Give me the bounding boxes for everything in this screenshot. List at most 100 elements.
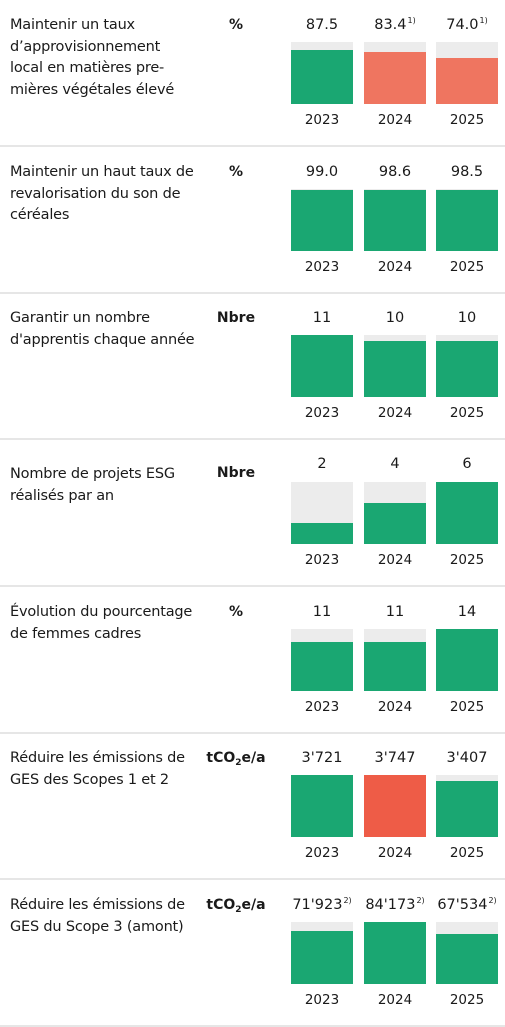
bar-track xyxy=(291,335,353,397)
data-label-value: 6 xyxy=(462,456,472,472)
bar-track xyxy=(364,629,426,691)
bar-track xyxy=(436,189,498,251)
bar xyxy=(364,775,426,837)
kpi-title: Évolution du pourcentage de femmes cadre… xyxy=(10,604,193,642)
data-label-value: 11 xyxy=(312,310,332,326)
kpi-row: Évolution du pourcentage de femmes cadre… xyxy=(0,587,505,733)
bar-track xyxy=(364,775,426,837)
data-label: 3'747 xyxy=(355,748,435,768)
data-label: 98.6 xyxy=(355,162,435,182)
bar xyxy=(364,502,426,544)
data-label: 83.41) xyxy=(355,15,435,35)
year-label: 2025 xyxy=(449,992,485,1008)
bar-track xyxy=(436,42,498,104)
bar xyxy=(364,340,426,397)
row-divider xyxy=(0,878,505,880)
footnote-marker: 1) xyxy=(479,16,488,25)
kpi-title: Maintenir un taux d’approvisionnement lo… xyxy=(10,17,175,98)
row-divider xyxy=(0,438,505,440)
kpi-title: Garantir un nombre d'apprentis chaque an… xyxy=(10,310,195,348)
unit-text: % xyxy=(228,604,244,620)
bar xyxy=(291,189,353,251)
bar-track xyxy=(291,922,353,984)
data-label: 99.0 xyxy=(282,162,362,182)
year-label: 2023 xyxy=(304,405,340,421)
data-label: 3'407 xyxy=(427,748,505,768)
unit-subscript: 2 xyxy=(235,905,242,915)
data-label: 6 xyxy=(427,454,505,474)
kpi-unit: Nbre xyxy=(205,308,267,328)
unit-text: % xyxy=(228,17,244,33)
bar xyxy=(436,482,498,544)
unit-text: Nbre xyxy=(216,310,256,326)
bar xyxy=(291,775,353,837)
kpi-unit: tCO2e/a xyxy=(205,895,267,915)
year-label: 2024 xyxy=(377,552,413,568)
kpi-row: Réduire les émissions de GES des Scopes … xyxy=(0,733,505,879)
kpi-row: Nombre de projets ESG réalisés par an Nbr… xyxy=(0,440,505,586)
row-divider xyxy=(0,145,505,147)
bar xyxy=(436,58,498,104)
year-label: 2023 xyxy=(304,112,340,128)
data-label-value: 71'923 xyxy=(292,897,343,913)
row-divider xyxy=(0,585,505,587)
data-label: 11 xyxy=(355,602,435,622)
year-label: 2024 xyxy=(377,405,413,421)
bar xyxy=(436,780,498,837)
data-label-value: 4 xyxy=(390,456,400,472)
bar xyxy=(436,629,498,691)
kpi-title: Réduire les émissions de GES du Scope 3 … xyxy=(10,897,185,935)
bar-track xyxy=(436,922,498,984)
kpi-row: Garantir un nombre d'apprentis chaque an… xyxy=(0,293,505,439)
year-label: 2025 xyxy=(449,845,485,861)
year-label: 2024 xyxy=(377,112,413,128)
kpi-unit: tCO2e/a xyxy=(205,748,267,768)
bar-track xyxy=(364,482,426,544)
kpi-unit: % xyxy=(205,162,267,182)
bar-track xyxy=(291,775,353,837)
bar-track xyxy=(436,629,498,691)
kpi-unit: % xyxy=(205,602,267,622)
data-label-value: 3'721 xyxy=(301,750,343,766)
bar xyxy=(291,49,353,104)
bar xyxy=(291,931,353,984)
year-label: 2024 xyxy=(377,845,413,861)
data-label-value: 10 xyxy=(457,310,477,326)
data-label: 3'721 xyxy=(282,748,362,768)
kpi-row: Maintenir un haut taux de revalorisation… xyxy=(0,147,505,293)
data-label-value: 83.4 xyxy=(374,17,407,33)
row-divider xyxy=(0,732,505,734)
unit-subscript: 2 xyxy=(235,758,242,768)
bar xyxy=(436,934,498,984)
data-label-value: 98.5 xyxy=(450,164,484,180)
bar-track xyxy=(291,482,353,544)
footnote-marker: 2) xyxy=(416,896,425,905)
data-label-value: 2 xyxy=(317,456,327,472)
data-label-value: 74.0 xyxy=(446,17,479,33)
data-label: 11 xyxy=(282,308,362,328)
bar-track xyxy=(291,42,353,104)
year-label: 2023 xyxy=(304,699,340,715)
bar xyxy=(436,340,498,397)
year-label: 2023 xyxy=(304,845,340,861)
data-label: 10 xyxy=(427,308,505,328)
year-label: 2024 xyxy=(377,259,413,275)
row-divider xyxy=(0,292,505,294)
year-label: 2024 xyxy=(377,992,413,1008)
bar xyxy=(291,523,353,544)
bar-track xyxy=(291,629,353,691)
bar-track xyxy=(364,335,426,397)
data-label-value: 87.5 xyxy=(305,17,339,33)
unit-text: tCO xyxy=(206,750,236,766)
year-label: 2023 xyxy=(304,552,340,568)
bar-track xyxy=(436,482,498,544)
year-label: 2023 xyxy=(304,259,340,275)
data-label: 87.5 xyxy=(282,15,362,35)
bar xyxy=(436,189,498,251)
data-label: 14 xyxy=(427,602,505,622)
bar xyxy=(364,922,426,984)
year-label: 2025 xyxy=(449,259,485,275)
data-label-value: 11 xyxy=(385,604,405,620)
data-label-value: 99.0 xyxy=(305,164,339,180)
